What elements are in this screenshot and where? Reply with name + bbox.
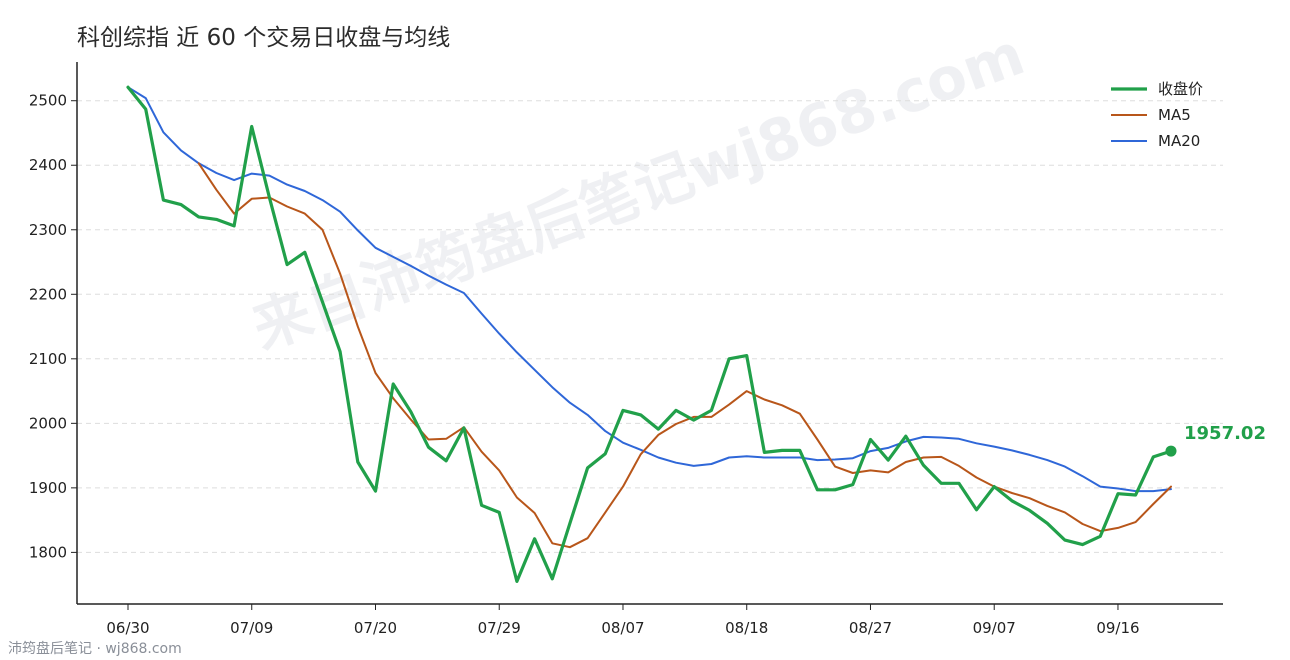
legend-label: MA20: [1158, 132, 1200, 150]
x-tick-label: 07/20: [354, 619, 397, 637]
series-line-ma20: [127, 86, 1172, 493]
x-tick-label: 07/09: [230, 619, 273, 637]
y-tick-label: 1800: [29, 543, 67, 561]
y-tick-label: 2200: [29, 285, 67, 303]
y-tick-label: 2400: [29, 156, 67, 174]
y-tick-label: 2100: [29, 350, 67, 368]
x-tick-labels: 06/30 07/09 07/20 07/29 08/07 08/18 08/27 09/07…: [106, 604, 1140, 637]
y-tick-label: 2000: [29, 414, 67, 432]
x-tick-label: 08/27: [849, 619, 892, 637]
series-lines: [126, 85, 1173, 583]
legend: 收盘价 MA5 MA20: [1111, 80, 1203, 150]
watermark-text: 来自沛筠盘后笔记wj868.com: [243, 20, 1032, 363]
x-tick-label: 08/18: [725, 619, 768, 637]
x-tick-label: 07/29: [478, 619, 521, 637]
y-tick-label: 1900: [29, 479, 67, 497]
axes: [76, 62, 1223, 605]
x-tick-label: 08/07: [601, 619, 644, 637]
series-line-ma5: [197, 162, 1172, 549]
series-line-close: [126, 85, 1173, 583]
legend-label: MA5: [1158, 106, 1191, 124]
last-value-label: 1957.02: [1184, 423, 1266, 444]
y-tick-label: 2500: [29, 92, 67, 110]
gridlines: [71, 100, 1223, 553]
footer-credit: 沛筠盘后笔记 · wj868.com: [8, 641, 182, 657]
x-tick-label: 09/07: [973, 619, 1016, 637]
y-tick-label: 2300: [29, 221, 67, 239]
last-point-dot: [1165, 445, 1177, 457]
last-value-marker: 1957.02: [1165, 423, 1266, 457]
y-tick-labels: 1800 1900 2000 2100 2200 2300 2400 2500: [29, 92, 67, 562]
legend-label: 收盘价: [1158, 80, 1203, 98]
chart-title: 科创综指 近 60 个交易日收盘与均线: [77, 25, 451, 51]
x-tick-label: 09/16: [1096, 619, 1139, 637]
x-tick-label: 06/30: [106, 619, 149, 637]
